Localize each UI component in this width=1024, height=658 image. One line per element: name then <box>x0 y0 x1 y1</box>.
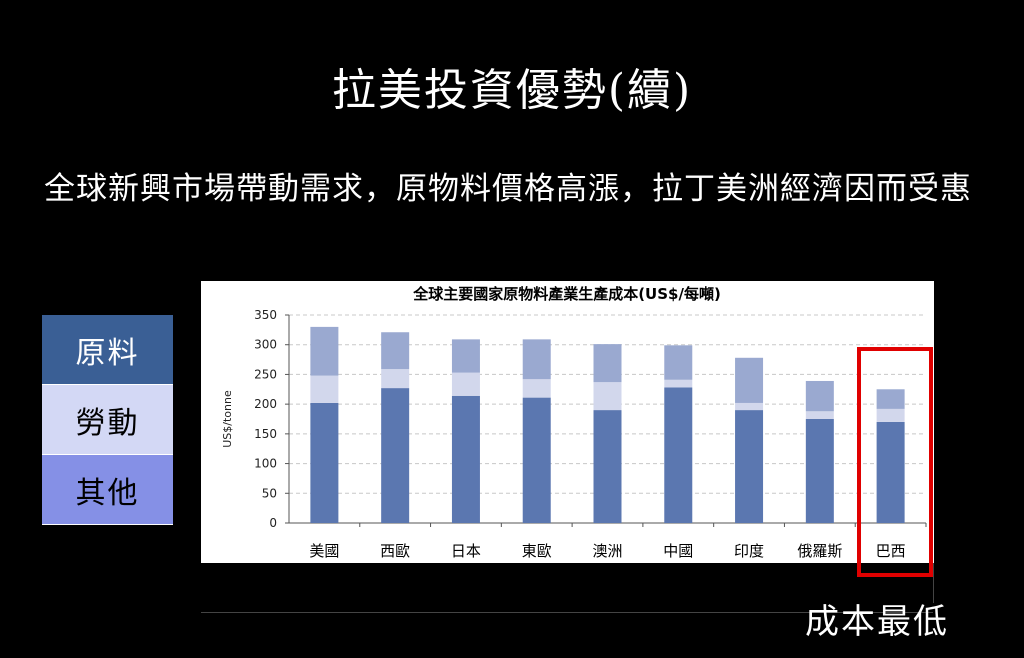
y-tick-label: 150 <box>254 427 277 441</box>
bar-segment <box>664 345 693 380</box>
slide-body-text: 全球新興市場帶動需求，原物料價格高漲，拉丁美洲經濟因而受惠 <box>44 171 972 207</box>
bar-segment <box>593 344 622 383</box>
chart-title: 全球主要國家原物料產業生產成本(US$/每噸) <box>412 285 721 303</box>
divider-line <box>201 612 933 613</box>
lowest-cost-callout: 成本最低 <box>805 602 949 642</box>
x-tick-label: 巴西 <box>876 542 906 560</box>
bar-segment <box>451 395 480 523</box>
bar-segment <box>664 379 693 388</box>
y-tick-label: 250 <box>254 367 277 381</box>
x-tick-label: 印度 <box>734 542 764 560</box>
legend-labor: 勞動 <box>42 385 173 455</box>
bar-segment <box>593 410 622 523</box>
cost-chart-svg: 全球主要國家原物料產業生產成本(US$/每噸) 0 50 100 150 200 250 30… <box>221 285 927 560</box>
bar-segment <box>310 402 339 523</box>
x-tick-label: 澳洲 <box>592 542 622 560</box>
bar-segment <box>381 388 410 523</box>
bar-segment <box>381 369 410 389</box>
bar-segment <box>593 382 622 411</box>
bar-segment <box>451 372 480 396</box>
bar-segment <box>876 389 905 409</box>
y-tick-label: 100 <box>254 457 277 471</box>
bar-segment <box>522 397 551 523</box>
bar-segment <box>735 410 764 523</box>
bar-segment <box>876 421 905 523</box>
y-tick-label: 0 <box>269 516 277 530</box>
legend-other: 其他 <box>42 455 173 525</box>
bar-segment <box>310 375 339 403</box>
bar-segment <box>805 419 834 523</box>
x-tick-label: 中國 <box>663 542 693 560</box>
x-tick-label: 東歐 <box>522 542 552 560</box>
x-tick-label: 美國 <box>309 542 339 560</box>
bar-segment <box>381 332 410 370</box>
bar-segment <box>805 411 834 419</box>
y-tick-label: 200 <box>254 397 277 411</box>
bar-segment <box>735 357 764 403</box>
x-tick-label: 西歐 <box>380 542 410 560</box>
bar-segment <box>735 402 764 411</box>
brazil-highlight-box <box>857 347 933 577</box>
y-tick-label: 50 <box>262 486 277 500</box>
x-tick-label: 日本 <box>451 542 481 560</box>
x-tick-label: 俄羅斯 <box>797 542 842 560</box>
legend-raw-materials: 原料 <box>42 315 173 385</box>
bar-segment <box>522 339 551 380</box>
y-axis-label: US$/tonne <box>221 390 234 448</box>
cost-chart: 全球主要國家原物料產業生產成本(US$/每噸) 0 50 100 150 200 250 30… <box>201 281 934 563</box>
bar-segment <box>805 380 834 412</box>
bar-segment <box>876 408 905 422</box>
bar-segment <box>451 339 480 373</box>
y-tick-label: 350 <box>254 308 277 322</box>
bar-segment <box>664 387 693 523</box>
bar-segment <box>310 326 339 376</box>
bar-segment <box>522 379 551 398</box>
y-tick-label: 300 <box>254 338 277 352</box>
divider-line-vertical <box>933 563 934 603</box>
cost-legend: 原料 勞動 其他 <box>42 315 173 525</box>
slide-title: 拉美投資優勢(續) <box>331 65 693 116</box>
